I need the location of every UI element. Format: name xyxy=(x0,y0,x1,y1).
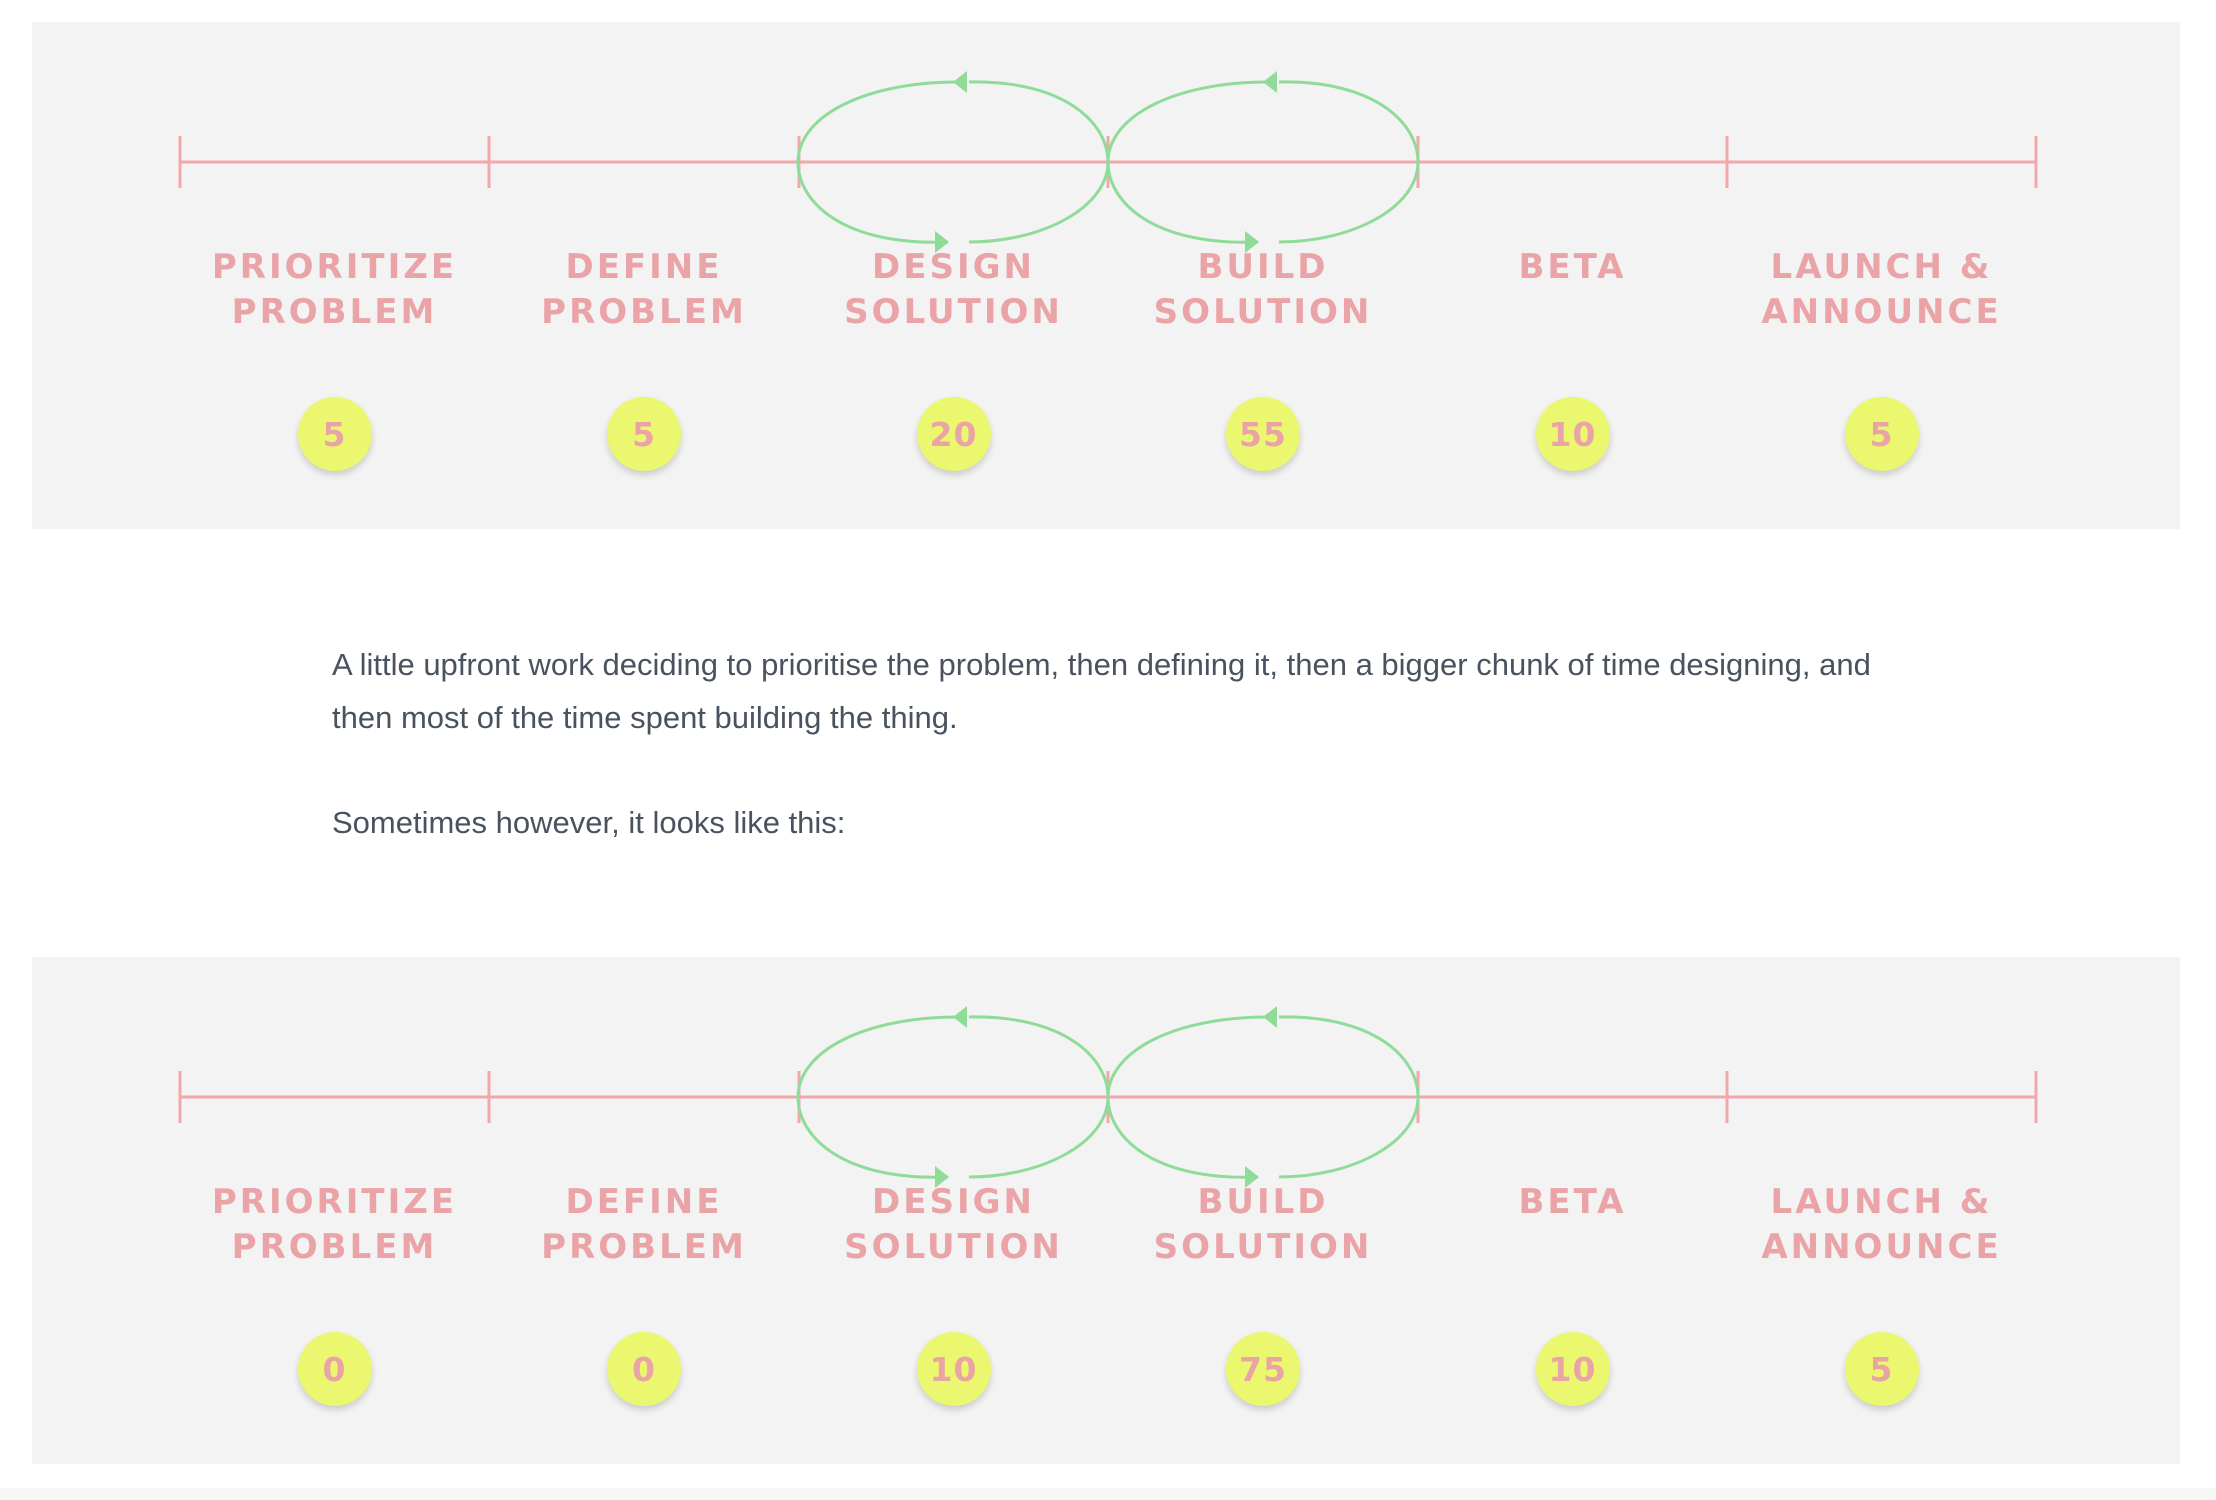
time-percentage-badge: 20 xyxy=(916,397,991,471)
arrowhead-right-icon xyxy=(1245,231,1259,253)
time-percentage-badge: 5 xyxy=(297,397,372,471)
stage-label: BETA xyxy=(1423,1180,1723,1225)
stage-label-line-2: SOLUTION xyxy=(844,292,1063,332)
time-percentage-badge: 0 xyxy=(297,1332,372,1406)
arrowhead-left-icon xyxy=(1263,71,1277,93)
page-bottom-edge xyxy=(0,1488,2216,1500)
stage-label-line-2: SOLUTION xyxy=(1153,1227,1373,1267)
arrowhead-right-icon xyxy=(1245,1166,1259,1188)
time-percentage-badge: 5 xyxy=(1844,397,1919,471)
stage-label: DEFINE PROBLEM xyxy=(494,1180,794,1270)
time-percentage-badge: 0 xyxy=(607,1332,681,1406)
stage-label: PRIORITIZE PROBLEM xyxy=(185,1180,485,1270)
arrowhead-right-icon xyxy=(935,1166,949,1188)
loop-right-arc-1 xyxy=(1278,80,1420,244)
stage-label-line-1: DEFINE xyxy=(565,1182,723,1222)
stage-label: BUILD SOLUTION xyxy=(1113,1180,1413,1270)
stage-label-line-2: PROBLEM xyxy=(231,292,438,332)
time-percentage-badge: 5 xyxy=(607,397,681,471)
stage-label: DESIGN SOLUTION xyxy=(804,1180,1104,1270)
stage-label-line-2: SOLUTION xyxy=(1153,292,1373,332)
stage-label-line-2: SOLUTION xyxy=(844,1227,1063,1267)
stage-label: BETA xyxy=(1423,245,1723,290)
stage-label-line-1: BUILD xyxy=(1197,1182,1329,1222)
timeline-graphic xyxy=(178,1006,2038,1188)
stage-label-line-1: DEFINE xyxy=(565,247,723,287)
time-percentage-badge: 10 xyxy=(1535,397,1610,471)
loop-left-arc-0 xyxy=(796,80,959,244)
stage-label: DEFINE PROBLEM xyxy=(494,245,794,335)
stage-label: PRIORITIZE PROBLEM xyxy=(185,245,485,335)
loop-left-arc-0 xyxy=(796,1015,959,1179)
stage-label-line-1: BUILD xyxy=(1197,247,1329,287)
loop-left-arc-1 xyxy=(1106,80,1269,244)
loop-right-arc-1 xyxy=(1278,1015,1420,1179)
paragraph-intro: A little upfront work deciding to priori… xyxy=(332,647,1871,735)
timeline-diagram-1: PRIORITIZE PROBLEM 5 DEFINE PROBLEM 5 DESIGN SO… xyxy=(32,22,2180,529)
time-percentage-badge: 10 xyxy=(916,1332,991,1406)
stage-label-line-1: PRIORITIZE xyxy=(211,1182,458,1222)
stage-label: LAUNCH & ANNOUNCE xyxy=(1732,245,2032,335)
time-percentage-badge: 55 xyxy=(1226,397,1300,471)
stage-label: LAUNCH & ANNOUNCE xyxy=(1732,1180,2032,1270)
arrowhead-left-icon xyxy=(953,1006,967,1028)
arrowhead-left-icon xyxy=(953,71,967,93)
stage-label-line-1: BETA xyxy=(1518,1182,1627,1222)
time-percentage-badge: 75 xyxy=(1226,1332,1300,1406)
stage-label-line-2: ANNOUNCE xyxy=(1761,1227,2002,1267)
stage-label-line-2: PROBLEM xyxy=(231,1227,438,1267)
stage-label-line-1: LAUNCH & xyxy=(1770,247,1993,287)
stage-label-line-2: PROBLEM xyxy=(541,1227,747,1267)
stage-label-line-1: DESIGN xyxy=(872,247,1035,287)
stage-label-line-1: PRIORITIZE xyxy=(211,247,458,287)
arrowhead-left-icon xyxy=(1263,1006,1277,1028)
loop-left-arc-1 xyxy=(1106,1015,1269,1179)
arrowhead-right-icon xyxy=(935,231,949,253)
stage-label: DESIGN SOLUTION xyxy=(804,245,1104,335)
stage-label-line-1: LAUNCH & xyxy=(1770,1182,1993,1222)
time-percentage-badge: 10 xyxy=(1535,1332,1610,1406)
paragraph-transition: Sometimes however, it looks like this: xyxy=(332,805,846,840)
timeline-graphic xyxy=(178,71,2038,253)
stage-label-line-2: PROBLEM xyxy=(541,292,747,332)
stage-label-line-2: ANNOUNCE xyxy=(1761,292,2002,332)
stage-label-line-1: DESIGN xyxy=(872,1182,1035,1222)
timeline-diagram-2: PRIORITIZE PROBLEM 0 DEFINE PROBLEM 0 DESIGN SO… xyxy=(32,957,2180,1464)
stage-label-line-1: BETA xyxy=(1518,247,1627,287)
stage-label: BUILD SOLUTION xyxy=(1113,245,1413,335)
time-percentage-badge: 5 xyxy=(1844,1332,1919,1406)
